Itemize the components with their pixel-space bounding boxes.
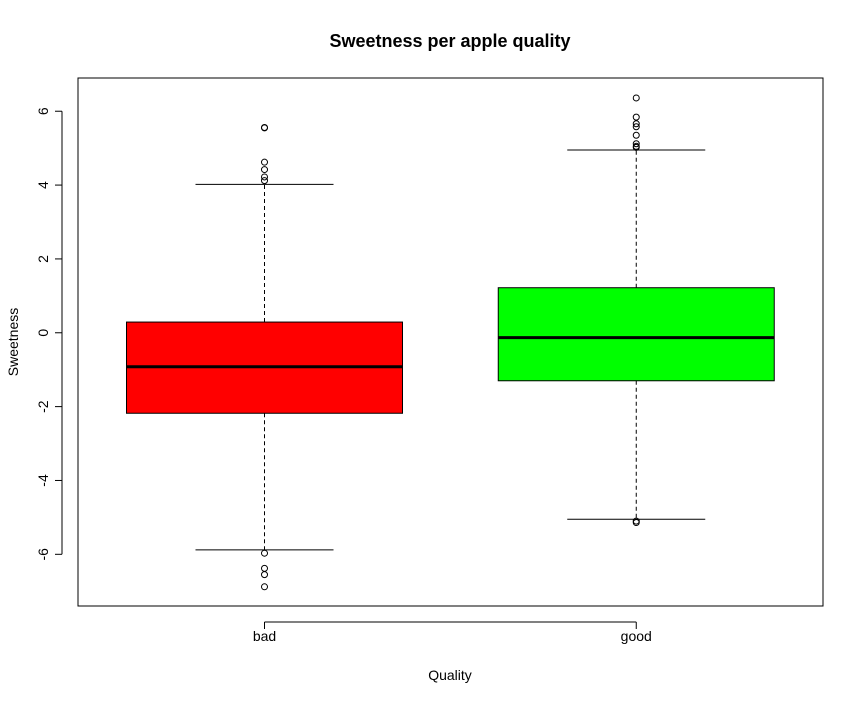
chart-title: Sweetness per apple quality: [329, 31, 570, 51]
outlier-point: [261, 571, 268, 579]
y-axis-label: Sweetness: [5, 308, 21, 376]
outlier-point: [261, 583, 268, 591]
box-good: [497, 94, 775, 527]
y-tick-label: 6: [35, 107, 51, 115]
outlier-point: [261, 158, 268, 166]
y-tick-label: -4: [35, 474, 51, 487]
x-tick-label-bad: bad: [253, 628, 276, 644]
x-axis-label: Quality: [428, 667, 472, 683]
outlier-point: [632, 94, 640, 102]
box-bad: [126, 123, 403, 591]
outlier-point: [632, 113, 640, 121]
outlier-point: [261, 177, 268, 185]
outlier-point: [261, 173, 268, 181]
boxes-layer: [126, 94, 775, 591]
x-axis: bad good: [253, 621, 652, 644]
y-tick-label: 2: [35, 255, 51, 263]
y-tick-label: 4: [35, 181, 51, 189]
y-tick-label: 0: [35, 329, 51, 337]
outlier-point: [261, 564, 268, 572]
outlier-point: [632, 519, 640, 527]
outlier-point: [632, 131, 640, 139]
plot-frame: [77, 77, 824, 607]
outlier-point: [632, 140, 640, 148]
x-tick-label-good: good: [621, 628, 652, 644]
iqr-box: [497, 287, 775, 382]
outlier-point: [261, 123, 268, 131]
outlier-point: [632, 123, 640, 131]
y-tick-label: -6: [35, 548, 51, 561]
outlier-point: [632, 143, 640, 151]
y-axis: -6 -4 -2 0 2 4 6: [35, 107, 63, 561]
y-tick-label: -2: [35, 400, 51, 413]
outlier-point: [261, 166, 268, 174]
outlier-point: [261, 549, 268, 557]
outlier-point: [632, 120, 640, 128]
